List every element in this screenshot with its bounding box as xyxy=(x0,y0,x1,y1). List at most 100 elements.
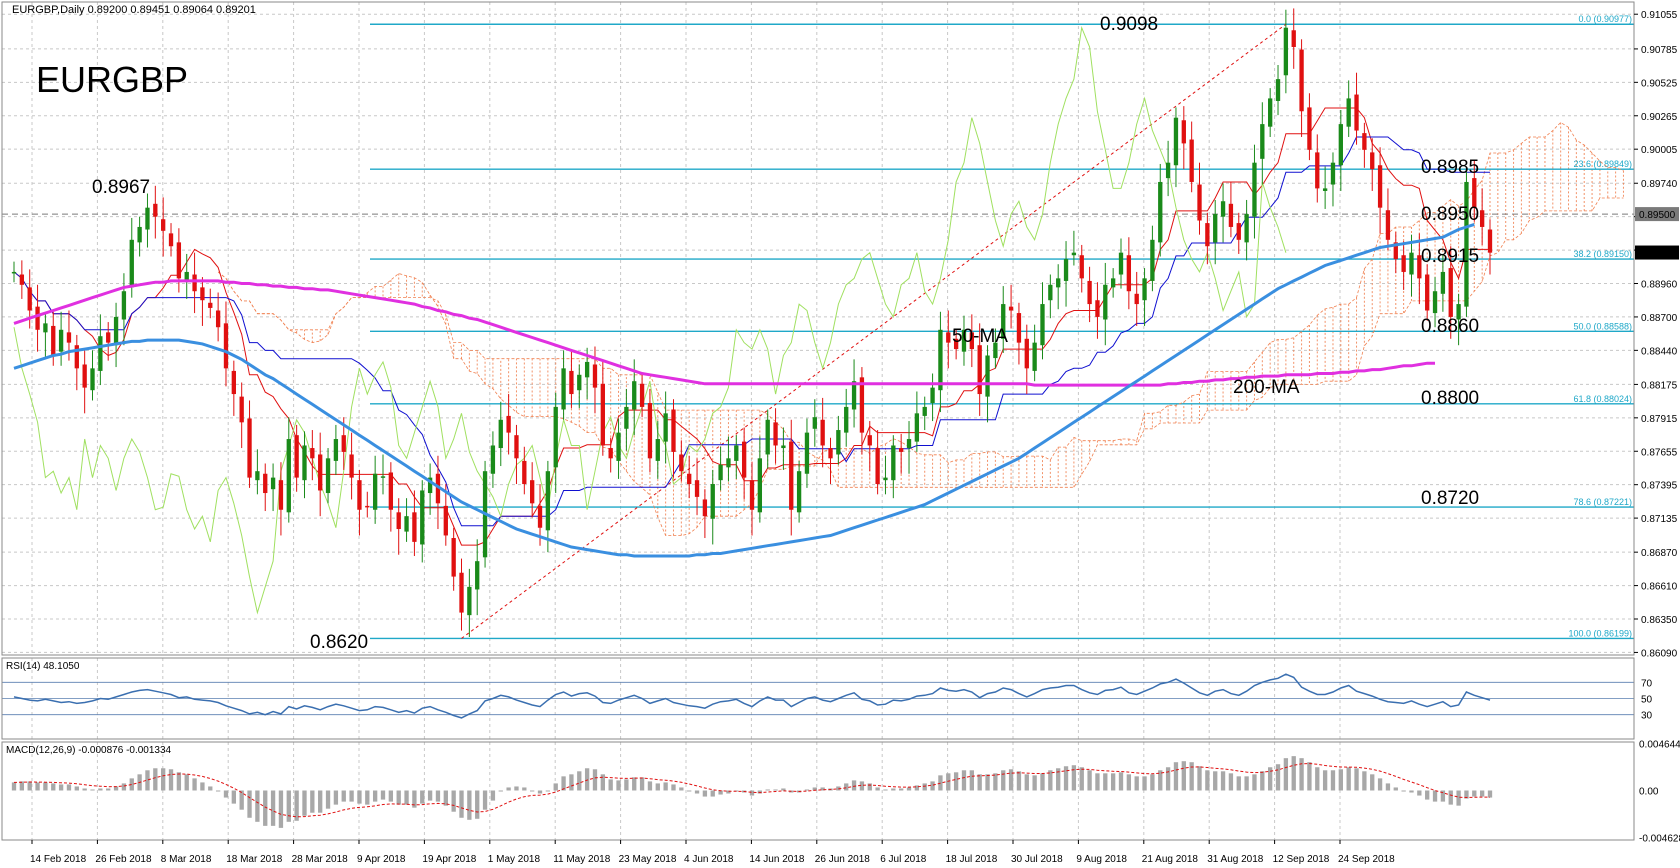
macd-bar xyxy=(1268,767,1273,791)
candle-body xyxy=(51,325,56,356)
candle-body xyxy=(341,435,346,452)
macd-bar xyxy=(35,782,40,791)
macd-bar xyxy=(129,778,134,791)
y-tick-label: 0.86870 xyxy=(1641,548,1678,559)
macd-bar xyxy=(1063,766,1069,791)
macd-bar xyxy=(333,790,339,805)
macd-bar xyxy=(969,770,974,791)
candle-body xyxy=(687,473,692,485)
macd-bar xyxy=(1236,776,1241,791)
macd-bar xyxy=(891,788,896,791)
macd-bar xyxy=(679,787,684,791)
macd-bar xyxy=(914,785,920,791)
macd-bar xyxy=(632,777,637,791)
candle-body xyxy=(663,413,668,442)
macd-bar xyxy=(451,790,456,812)
candle-body xyxy=(1275,79,1281,101)
macd-bar xyxy=(1370,774,1375,791)
ma200-line xyxy=(13,279,1435,387)
candle-body xyxy=(922,406,927,416)
macd-bar xyxy=(357,790,362,804)
y-tick-label: 0.90265 xyxy=(1641,112,1678,123)
candle-body xyxy=(946,332,951,343)
candle-body xyxy=(553,406,558,468)
x-tick-label: 26 Feb 2018 xyxy=(95,854,152,865)
candle-body xyxy=(647,403,653,459)
candle-body xyxy=(608,448,613,459)
macd-bar xyxy=(584,768,590,791)
candle-body xyxy=(66,332,72,343)
macd-bar xyxy=(396,790,401,805)
candle-body xyxy=(11,271,17,274)
candle-body xyxy=(98,336,103,371)
x-tick-label: 24 Sep 2018 xyxy=(1338,854,1395,865)
macd-bar xyxy=(1118,772,1124,791)
rsi-level-label: 30 xyxy=(1641,711,1653,722)
candle-body xyxy=(851,381,857,410)
candle-body xyxy=(506,415,511,433)
candle-body xyxy=(718,464,723,481)
macd-label: MACD(12,26,9) -0.000876 -0.001334 xyxy=(6,745,172,756)
fib-label: 38.2 (0.89150) xyxy=(1573,249,1632,259)
macd-bar xyxy=(687,790,692,792)
candle-body xyxy=(467,586,472,616)
macd-bar xyxy=(90,789,95,791)
candle-body xyxy=(1244,214,1249,243)
macd-bar xyxy=(82,788,87,791)
candle-body xyxy=(1040,304,1045,346)
candle-body xyxy=(514,435,519,459)
candle-body xyxy=(569,370,574,395)
macd-bar xyxy=(1205,770,1210,791)
x-tick-label: 18 Jul 2018 xyxy=(946,854,998,865)
macd-bar xyxy=(930,781,935,791)
macd-bar xyxy=(294,790,299,821)
macd-bar xyxy=(443,790,448,806)
candle-body xyxy=(1110,278,1116,288)
macd-bar xyxy=(757,790,763,794)
macd-bar xyxy=(412,790,417,808)
candle-body xyxy=(1370,152,1375,170)
y-tick-label: 0.87395 xyxy=(1641,481,1678,492)
macd-panel: 0.004644 0.00 -0.004628 MACD(12,26,9) -0.00… xyxy=(6,740,1680,845)
x-tick-label: 14 Feb 2018 xyxy=(30,854,87,865)
macd-bar xyxy=(1087,770,1092,791)
macd-bar xyxy=(600,774,605,791)
macd-bar xyxy=(153,768,158,791)
candle-body xyxy=(27,287,32,311)
candle-body xyxy=(592,364,598,388)
candle-body xyxy=(1362,133,1367,150)
macd-bar xyxy=(812,787,817,791)
x-tick-label: 30 Jul 2018 xyxy=(1011,854,1063,865)
candle-body xyxy=(561,368,566,410)
candle-body xyxy=(1307,107,1312,150)
price-tag-0.8950-bg xyxy=(1635,207,1679,222)
macd-bar xyxy=(1275,764,1281,791)
candle-body xyxy=(1150,239,1155,281)
fibonacci-levels: 0.0 (0.90977) 23.6 (0.89849) 38.2 (0.89150… xyxy=(2,14,1634,640)
candle-body xyxy=(278,480,284,510)
ichimoku-lines xyxy=(13,25,1624,615)
macd-bar xyxy=(514,786,519,791)
macd-bar xyxy=(993,773,998,791)
candle-body xyxy=(600,383,605,446)
candle-body xyxy=(1322,188,1328,191)
candle-body xyxy=(19,274,25,285)
macd-bar xyxy=(1213,771,1218,791)
fib-label: 23.6 (0.89849) xyxy=(1573,159,1632,169)
candle-body xyxy=(914,413,920,442)
candle-body xyxy=(545,471,551,531)
level-label-0.8860: 0.8860 xyxy=(1421,316,1479,337)
macd-bar xyxy=(899,788,904,791)
candle-body xyxy=(891,445,896,481)
candle-body xyxy=(1448,268,1453,317)
macd-bar xyxy=(27,781,32,791)
y-tick-label: 0.90005 xyxy=(1641,145,1678,156)
x-tick-label: 31 Aug 2018 xyxy=(1207,854,1264,865)
candle-body xyxy=(365,505,370,508)
candle-body xyxy=(875,448,880,485)
candle-body xyxy=(961,329,967,352)
candle-body xyxy=(1016,313,1022,343)
candle-body xyxy=(1205,223,1210,247)
rsi-level-label: 50 xyxy=(1641,695,1653,706)
